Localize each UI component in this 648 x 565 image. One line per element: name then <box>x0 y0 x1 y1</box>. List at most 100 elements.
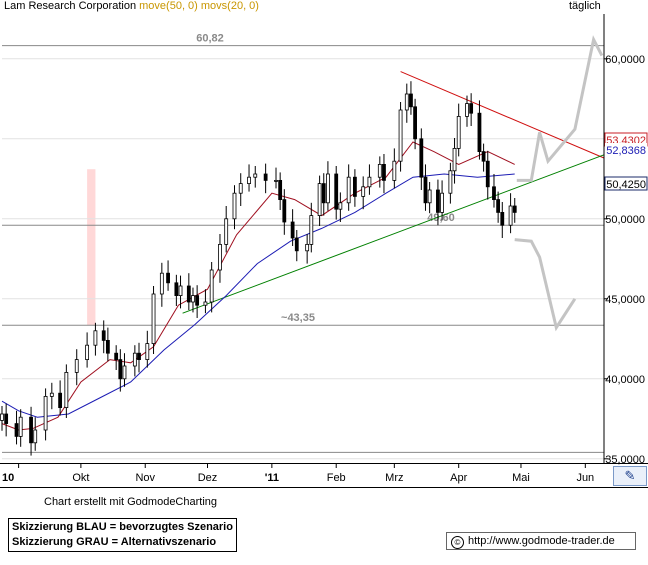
candle-body <box>137 352 141 361</box>
candle-body <box>191 295 195 303</box>
trend-lines <box>182 71 605 314</box>
candle-body <box>496 199 501 213</box>
x-tick-label: '11 <box>265 472 279 484</box>
candles <box>0 81 517 456</box>
candle-body <box>64 371 69 408</box>
candle-body <box>508 205 513 226</box>
x-tick-label: Dez <box>198 472 218 484</box>
candle-body <box>33 429 38 444</box>
candle-body <box>58 392 63 409</box>
candle-body <box>49 392 54 397</box>
price-label-box <box>604 176 648 191</box>
candle-body <box>382 163 386 181</box>
candle-body <box>305 243 310 252</box>
candle-body <box>224 218 229 245</box>
candle-body <box>321 183 326 204</box>
candle-body <box>263 173 268 181</box>
candle-body <box>174 282 179 296</box>
chart-title: Lam Research Corporation move(50, 0) mov… <box>4 0 259 12</box>
candle-body <box>203 301 208 306</box>
candle-body <box>93 330 98 346</box>
candle-body <box>278 179 283 200</box>
x-tick-label: Mrz <box>385 472 403 484</box>
candle-body <box>398 109 403 162</box>
candle-body <box>186 285 191 303</box>
candle-body <box>309 215 314 245</box>
highlight-zone-rect <box>87 169 96 326</box>
price-label-last: 50,4250 <box>606 179 646 191</box>
y-tick-label: 60,0000 <box>605 54 645 66</box>
x-tick-label: Mai <box>512 472 530 484</box>
candle-body <box>452 147 457 172</box>
candle-body <box>512 205 517 213</box>
candle-body <box>74 359 79 373</box>
candle-body <box>209 269 214 303</box>
candle-body <box>481 151 486 162</box>
x-tick-label: Okt <box>72 472 89 484</box>
candle-body <box>423 176 428 204</box>
candle-body <box>456 116 461 149</box>
draw-tool-button[interactable]: ✎ <box>613 466 647 486</box>
scenario-down-path <box>514 238 577 332</box>
x-tick-label: Nov <box>135 472 155 484</box>
chart-credit: Chart erstellt mit GodmodeCharting <box>44 496 218 508</box>
candle-body <box>118 359 123 380</box>
candle-body <box>232 192 237 220</box>
candle-body <box>346 176 351 204</box>
candle-body <box>404 93 409 111</box>
price-label-box <box>605 143 647 156</box>
legend-grey: Skizzierung GRAU = Alternativszenario <box>12 536 217 548</box>
candle-body <box>465 103 469 117</box>
candle-body <box>253 173 258 178</box>
grid <box>2 58 604 460</box>
candle-body <box>101 330 106 341</box>
candle-body <box>448 170 453 194</box>
resistance-line <box>400 71 605 159</box>
candle-body <box>151 293 156 344</box>
candle-body <box>238 183 243 194</box>
candle-body <box>247 176 251 184</box>
candle-body <box>352 176 357 197</box>
candle-body <box>440 192 444 213</box>
candle-body <box>338 202 343 210</box>
horizontal-levels: 60,82 49,60 ~43,35 <box>2 33 604 453</box>
interval-label: täglich <box>569 0 601 12</box>
candle-body <box>317 183 322 217</box>
candle-body <box>436 189 440 213</box>
source-url[interactable]: © http://www.godmode-trader.de <box>446 532 636 550</box>
candle-body <box>413 106 417 140</box>
candle-body <box>178 285 183 296</box>
candle-body <box>485 160 490 188</box>
candle-body <box>477 112 482 152</box>
candle-body <box>377 163 382 178</box>
candle-body <box>29 416 33 444</box>
candle-body <box>195 295 200 306</box>
scenario-sketches <box>514 35 604 332</box>
x-tick-label: 10 <box>2 472 14 484</box>
candle-body <box>105 339 110 354</box>
y-tick-label: 50,0000 <box>605 214 645 226</box>
copyright-icon: © <box>451 536 464 549</box>
x-axis: 10 Okt Nov Dez '11 Feb Mrz Apr Mai Jun <box>2 463 594 484</box>
candle-body <box>145 343 150 361</box>
price-label-ma_blue: 52,8368 <box>606 145 646 157</box>
candle-body <box>326 173 330 204</box>
candle-body <box>0 413 4 421</box>
candle-body <box>492 186 496 201</box>
candle-body <box>14 423 19 437</box>
y-tick-label: 35,0000 <box>605 454 645 466</box>
legend-blue: Skizzierung BLAU = bevorzugtes Szenario <box>12 521 233 533</box>
candle-body <box>282 199 287 223</box>
candle-body <box>334 173 339 210</box>
candle-body <box>85 344 90 361</box>
candle-body <box>218 243 222 271</box>
candle-body <box>469 103 474 114</box>
level-label: ~43,35 <box>281 312 315 324</box>
instrument-name: Lam Research Corporation <box>4 0 137 12</box>
candle-body <box>367 176 372 188</box>
candle-body <box>159 272 164 295</box>
x-tick-label: Feb <box>327 472 346 484</box>
candle-body <box>427 189 432 204</box>
plot-frame <box>0 14 648 488</box>
